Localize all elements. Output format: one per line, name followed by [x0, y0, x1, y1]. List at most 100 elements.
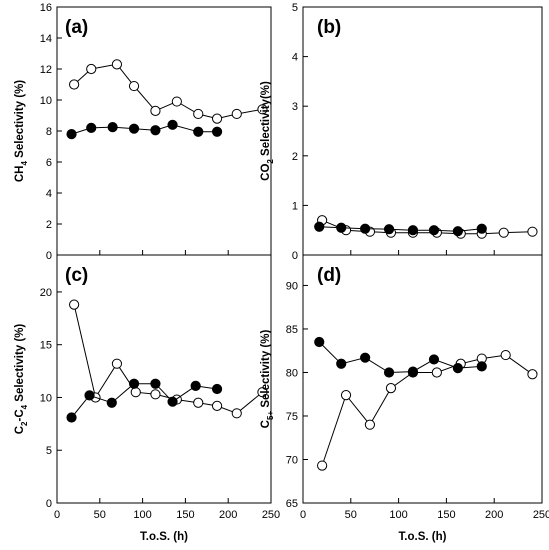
data-point-filled-c: [128, 378, 140, 389]
y-axis-label-part: 5+: [266, 411, 275, 420]
y-tick-label-c: 0: [46, 498, 52, 510]
y-axis-label-part: -C: [14, 409, 26, 421]
data-point-filled-b: [383, 224, 395, 235]
data-point-filled-c: [211, 383, 223, 395]
data-point-filled-d: [428, 354, 440, 365]
series-filled-d: [314, 336, 487, 378]
y-axis-label-part: CO: [260, 164, 272, 181]
data-point-filled-a: [86, 122, 97, 134]
data-point-filled-d: [360, 352, 371, 363]
y-tick-label-b: 2: [292, 151, 298, 163]
y-tick-label-d: 70: [286, 454, 298, 466]
data-point-open-a: [150, 105, 161, 116]
data-point-open-a: [211, 113, 223, 124]
data-point-open-c: [69, 299, 80, 310]
y-axis-label-part: Selectivity (%): [14, 324, 26, 405]
x-tick-label-c: 100: [133, 509, 151, 521]
x-tick-label-c: 250: [262, 509, 280, 521]
data-point-filled-a: [107, 122, 118, 133]
plot-frame-b: [302, 6, 543, 256]
data-point-open-d: [431, 367, 442, 378]
x-axis-label-d: T.o.S. (h): [399, 531, 447, 543]
y-axis-label-part: 4: [20, 404, 29, 409]
y-tick-label-c: 10: [40, 392, 52, 404]
series-open-b: [317, 215, 538, 239]
data-point-open-d: [364, 419, 376, 430]
data-point-filled-c: [190, 380, 201, 391]
data-point-filled-d: [452, 363, 463, 374]
panel-d: 65 70 75 80 85 90 0 50 100 150 200 250 (d) C5+ Select…: [260, 254, 549, 543]
data-point-open-d: [385, 383, 397, 394]
data-point-open-a: [111, 59, 123, 70]
data-point-filled-c: [150, 378, 161, 389]
x-axis-label-c: T.o.S. (h): [140, 531, 188, 543]
data-point-filled-b: [476, 223, 487, 234]
data-point-open-c: [150, 389, 161, 400]
y-tick-label-a: 10: [40, 95, 52, 107]
series-filled-c: [66, 378, 223, 423]
y-axis-label-c: C2-C4 Selectivity (%): [14, 324, 29, 435]
data-point-open-b: [498, 227, 509, 238]
y-axis-label-part: 4: [20, 161, 29, 166]
data-point-open-c: [111, 358, 123, 369]
panel-label-a: (a): [65, 17, 88, 38]
y-axis-label-part: Selectivity (%): [14, 80, 26, 161]
y-tick-label-c: 20: [40, 287, 52, 299]
x-tick-label-d: 100: [389, 509, 407, 521]
data-point-open-d: [527, 369, 538, 380]
data-point-filled-b: [360, 223, 371, 234]
data-point-filled-b: [407, 225, 419, 236]
y-tick-label-a: 4: [46, 188, 52, 200]
data-point-filled-b: [314, 221, 325, 232]
y-tick-label-b: 1: [292, 200, 298, 212]
data-point-filled-d: [314, 336, 325, 348]
x-tick-label-d: 250: [533, 509, 549, 521]
data-point-filled-c: [84, 390, 95, 401]
x-tick-label-c: 200: [219, 509, 237, 521]
y-axis-label-a: CH4 Selectivity (%): [14, 80, 29, 182]
y-tick-label-a: 6: [46, 157, 52, 169]
plot-frame-d: [302, 254, 543, 504]
series-line-open-b: [321, 219, 533, 235]
y-axis-label-part: Selectivity (%): [260, 330, 272, 411]
data-point-filled-d: [407, 366, 419, 377]
data-point-filled-a: [167, 119, 178, 130]
y-tick-label-c: 5: [46, 445, 52, 457]
data-point-open-a: [257, 104, 268, 115]
data-point-filled-a: [150, 125, 161, 136]
y-tick-label-d: 80: [286, 367, 298, 379]
panel-label-d: (d): [317, 265, 341, 286]
data-point-open-d: [317, 460, 328, 471]
y-tick-label-a: 14: [40, 33, 52, 45]
x-tick-label-c: 50: [94, 509, 106, 521]
y-tick-label-b: 4: [292, 52, 298, 64]
data-point-open-a: [128, 80, 140, 92]
data-point-filled-b: [452, 226, 463, 237]
y-tick-label-a: 16: [40, 2, 52, 14]
x-tick-label-d: 200: [485, 509, 503, 521]
y-axis-label-d: C5+ Selectivity (%): [260, 330, 275, 429]
x-tick-label-d: 150: [437, 509, 455, 521]
data-point-filled-a: [211, 126, 223, 137]
data-point-open-c: [211, 400, 223, 412]
y-tick-label-c: 15: [40, 340, 52, 352]
y-axis-label-part: CH: [14, 166, 26, 183]
data-point-filled-a: [128, 123, 140, 134]
data-point-open-c: [231, 408, 242, 419]
x-tick-label-c: 150: [176, 509, 194, 521]
y-tick-label-d: 65: [286, 498, 298, 510]
data-point-open-d: [340, 389, 352, 401]
data-point-open-a: [193, 108, 204, 120]
data-point-open-c: [130, 387, 141, 398]
x-tick-label-d: 0: [300, 509, 306, 521]
data-point-open-c: [257, 387, 268, 398]
y-tick-label-d: 85: [286, 324, 298, 336]
data-point-open-a: [231, 108, 242, 120]
series-line-open-d: [321, 354, 533, 466]
y-tick-label-b: 0: [292, 250, 298, 262]
y-tick-label-a: 2: [46, 219, 52, 231]
